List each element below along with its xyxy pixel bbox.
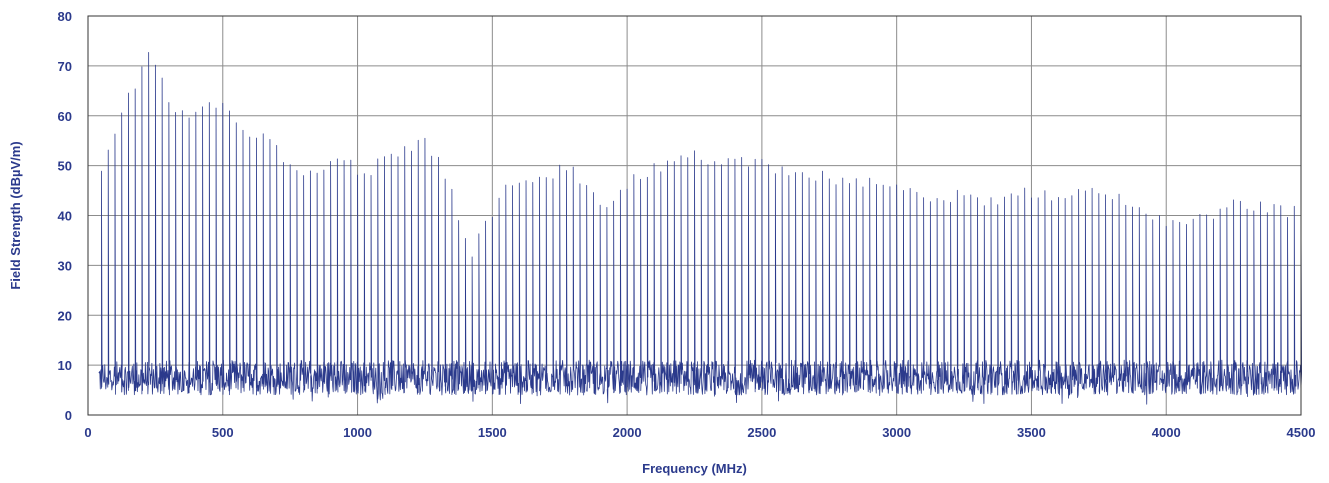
y-tick-label: 70 [58,59,72,74]
y-tick-label: 0 [65,408,72,423]
y-tick-label: 50 [58,159,72,174]
x-tick-label: 2500 [747,425,776,440]
y-axis-label: Field Strength (dBµV/m) [8,141,23,289]
x-tick-label: 1000 [343,425,372,440]
y-tick-label: 20 [58,308,72,323]
x-tick-label: 4000 [1152,425,1181,440]
x-tick-label: 1500 [478,425,507,440]
x-tick-label: 500 [212,425,234,440]
x-tick-label: 3500 [1017,425,1046,440]
x-axis-ticks: 0 500 1000 1500 2000 2500 3000 3500 4000 4500 [84,425,1315,440]
y-tick-label: 60 [58,109,72,124]
series-field-strength [98,52,1302,405]
x-tick-label: 2000 [613,425,642,440]
y-tick-label: 80 [58,9,72,24]
y-tick-label: 10 [58,358,72,373]
plot-area-frame [87,15,1302,416]
field-strength-trace [98,52,1302,405]
y-tick-label: 40 [58,209,72,224]
y-axis-ticks: 0 10 20 30 40 50 60 70 80 [58,9,72,423]
x-tick-label: 0 [84,425,91,440]
x-tick-label: 3000 [882,425,911,440]
x-axis-label: Frequency (MHz) [642,461,747,476]
y-tick-label: 30 [58,258,72,273]
x-tick-label: 4500 [1287,425,1316,440]
